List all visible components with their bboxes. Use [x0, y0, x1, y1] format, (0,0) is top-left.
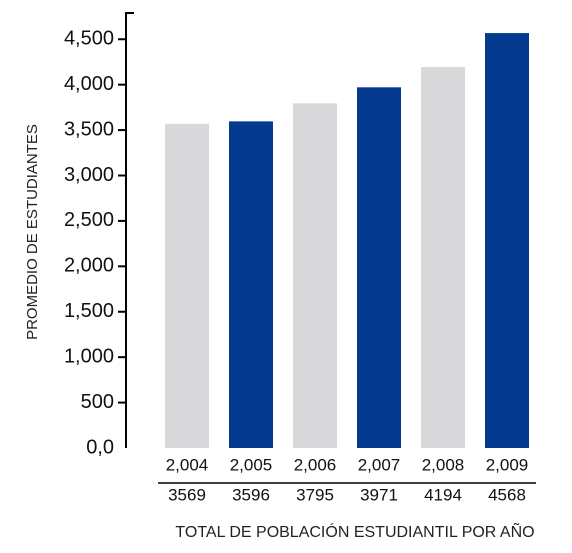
x-category-label: 2,007: [358, 455, 401, 474]
data-table: 2,004 3569 2,005 3596 2,006 3795 2,007 3971 2,00…: [158, 455, 536, 504]
bar-6: [485, 33, 529, 448]
y-ticks: 0,0 500 1,000 1,500 2,000 2,500 3,000 3,500 4,00…: [64, 28, 126, 458]
bar-3: [293, 103, 337, 448]
data-value-label: 3596: [232, 485, 270, 504]
data-value-label: 3971: [360, 485, 398, 504]
bar-2: [229, 121, 273, 448]
data-value-label: 4568: [488, 485, 526, 504]
y-tick-label: 3,000: [64, 164, 114, 186]
x-axis-label: TOTAL DE POBLACIÓN ESTUDIANTIL POR AÑO: [175, 521, 534, 541]
x-category-label: 2,008: [422, 455, 465, 474]
x-category-label: 2,009: [486, 455, 529, 474]
y-tick-label: 2,000: [64, 255, 114, 277]
x-category-label: 2,006: [294, 455, 337, 474]
x-category-label: 2,004: [166, 455, 209, 474]
data-value-label: 3569: [168, 485, 206, 504]
bar-1: [165, 123, 209, 449]
y-tick-label: 4,000: [64, 73, 114, 95]
bars-layer: [165, 33, 529, 449]
y-tick-label: 3,500: [64, 118, 114, 140]
y-tick-label: 1,000: [64, 345, 114, 367]
data-value-label: 4194: [424, 485, 462, 504]
y-tick-label: 4,500: [64, 28, 114, 50]
x-category-label: 2,005: [230, 455, 273, 474]
y-axis-label: PROMEDIO DE ESTUDIANTES: [24, 124, 41, 340]
y-tick-label: 2,500: [64, 209, 114, 231]
bar-5: [421, 67, 465, 449]
y-tick-label: 1,500: [64, 300, 114, 322]
bar-4: [357, 87, 401, 448]
data-value-label: 3795: [296, 485, 334, 504]
y-tick-label: 0,0: [86, 436, 114, 458]
y-tick-label: 500: [81, 391, 114, 413]
